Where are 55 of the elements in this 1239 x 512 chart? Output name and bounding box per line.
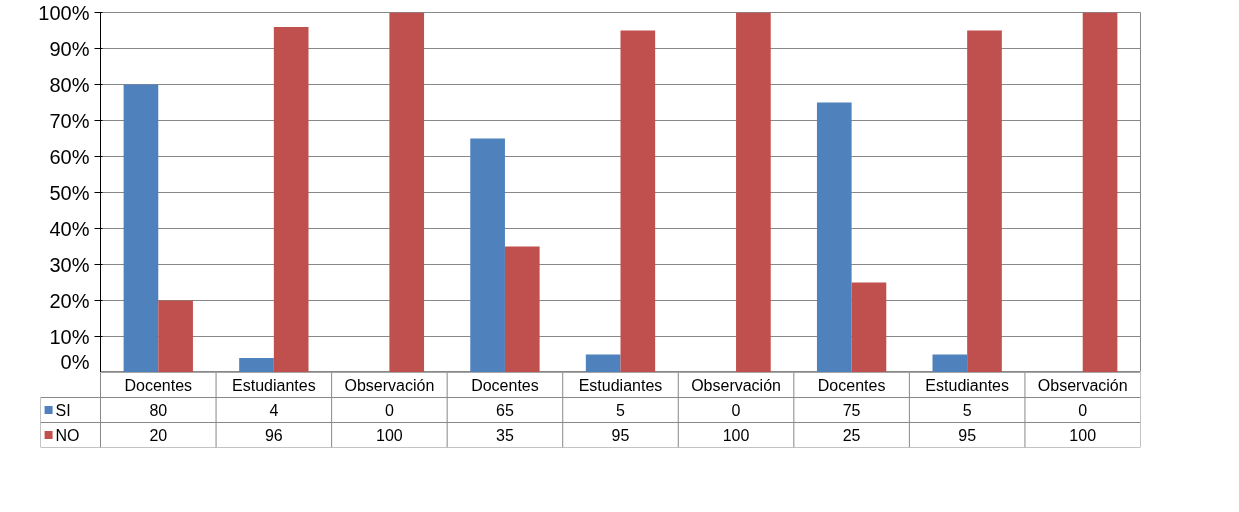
data-label: 96 — [264, 427, 283, 444]
data-label: 100 — [722, 427, 750, 444]
data-label: 100 — [376, 427, 403, 444]
y-tick-label: 20% — [49, 289, 90, 312]
bar — [585, 354, 621, 372]
bar — [1082, 12, 1118, 372]
bar — [123, 84, 159, 372]
data-label: 20 — [149, 427, 168, 444]
bar — [239, 358, 274, 372]
bar — [851, 282, 887, 372]
bar — [816, 102, 852, 372]
y-tick-label: 10% — [49, 325, 90, 348]
data-label: 35 — [496, 427, 514, 444]
y-tick-label: 90% — [49, 37, 90, 60]
data-label: 100 — [1069, 427, 1097, 444]
x-tick-label: Docentes — [471, 376, 539, 394]
y-tick-label: 30% — [49, 253, 90, 276]
bar — [620, 30, 656, 372]
data-label: 0 — [731, 402, 741, 419]
data-label: 5 — [962, 402, 972, 419]
y-tick-label: 70% — [49, 109, 90, 132]
x-tick-label: Estudiantes — [925, 376, 1009, 394]
bar — [273, 26, 309, 372]
data-label: 95 — [958, 427, 977, 444]
data-label: 65 — [496, 402, 514, 419]
x-tick-label: Observación — [691, 376, 781, 394]
bar — [389, 12, 425, 372]
y-tick-label: 60% — [49, 145, 90, 168]
legend-label: NO — [55, 426, 80, 444]
bar — [736, 12, 771, 372]
x-tick-label: Docentes — [124, 376, 193, 394]
legend-label: SI — [55, 401, 71, 419]
bar — [932, 354, 968, 372]
x-tick-label: Observación — [1037, 376, 1128, 394]
data-label: 95 — [611, 427, 630, 444]
bar — [504, 246, 540, 372]
y-tick-label: 0% — [60, 350, 90, 373]
data-label: 0 — [1078, 402, 1088, 419]
data-label: 5 — [616, 402, 626, 419]
bar — [967, 30, 1002, 372]
data-label: 75 — [842, 402, 861, 419]
x-tick-label: Observación — [344, 376, 435, 394]
y-tick-label: 100% — [38, 1, 90, 24]
y-tick-label: 40% — [49, 217, 90, 240]
x-tick-label: Estudiantes — [232, 376, 316, 394]
x-tick-label: Docentes — [817, 376, 886, 394]
bar — [470, 138, 505, 372]
data-label: 4 — [269, 402, 279, 419]
data-label: 25 — [842, 427, 861, 444]
x-tick-label: Estudiantes — [578, 376, 663, 394]
data-label: 80 — [149, 402, 168, 419]
y-tick-label: 80% — [49, 73, 90, 96]
y-tick-label: 50% — [49, 181, 90, 204]
bar — [158, 300, 193, 372]
data-label: 0 — [384, 402, 394, 419]
